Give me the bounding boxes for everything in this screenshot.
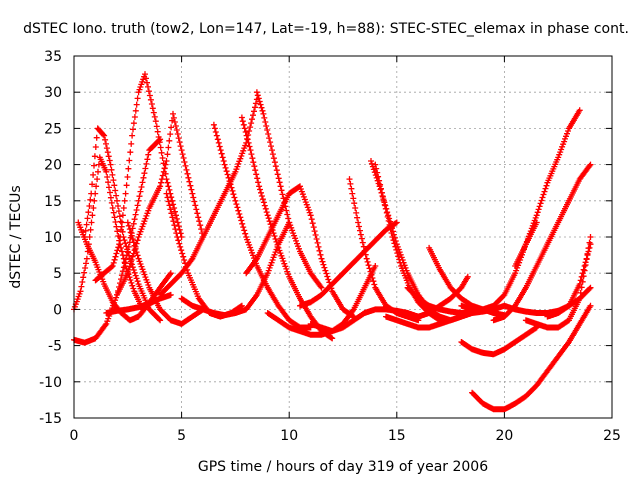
series-pass-7 — [114, 110, 207, 298]
y-tick-label: 35 — [44, 49, 62, 65]
series-pass-12 — [210, 121, 314, 331]
y-tick-label: 0 — [53, 302, 62, 318]
series-markers — [544, 241, 594, 320]
series-markers — [114, 110, 207, 298]
series-pass-3 — [81, 125, 164, 324]
series-markers — [458, 324, 540, 358]
x-tick-label: 10 — [280, 428, 298, 444]
series-pass-27 — [458, 324, 540, 358]
series-pass-8 — [124, 219, 207, 327]
y-tick-label: 5 — [53, 266, 62, 282]
series-pass-28 — [469, 302, 594, 413]
series-pass-19 — [346, 176, 422, 324]
chart-title: dSTEC Iono. truth (tow2, Lon=147, Lat=-1… — [23, 21, 629, 37]
y-axis-label: dSTEC / TECUs — [8, 185, 24, 288]
y-tick-label: -10 — [39, 375, 62, 391]
x-tick-label: 20 — [495, 428, 513, 444]
series-markers — [253, 89, 325, 291]
x-axis-label: GPS time / hours of day 319 of year 2006 — [198, 459, 488, 475]
x-tick-label: 15 — [388, 428, 406, 444]
y-tick-label: 25 — [44, 121, 62, 137]
y-tick-label: -5 — [48, 339, 62, 355]
y-tick-label: -15 — [39, 411, 62, 427]
series-pass-29 — [490, 161, 594, 324]
y-tick-label: 10 — [44, 230, 62, 246]
series-pass-15 — [253, 89, 325, 291]
x-tick-label: 0 — [70, 428, 79, 444]
series-pass-25 — [415, 273, 471, 320]
series-markers — [81, 125, 164, 324]
series-pass-31 — [512, 107, 583, 269]
series-markers — [490, 161, 594, 324]
series-pass-5 — [92, 71, 185, 284]
series-markers — [210, 121, 314, 331]
series-markers — [415, 273, 471, 320]
y-tick-label: 30 — [44, 85, 62, 101]
y-tick-label: 15 — [44, 194, 62, 210]
series-markers — [92, 71, 185, 284]
x-tick-label: 5 — [177, 428, 186, 444]
series-markers — [346, 176, 422, 324]
y-tick-label: 20 — [44, 158, 62, 174]
x-tick-label: 25 — [603, 428, 621, 444]
axis-ticks: 0 5 10 15 20 25 -15 -10 -5 0 5 10 15 20 25 30 35 — [39, 49, 621, 444]
series-pass-33 — [544, 241, 594, 320]
series-markers — [124, 219, 207, 327]
data-series — [71, 71, 594, 413]
series-markers — [512, 107, 583, 269]
series-markers — [469, 302, 594, 413]
